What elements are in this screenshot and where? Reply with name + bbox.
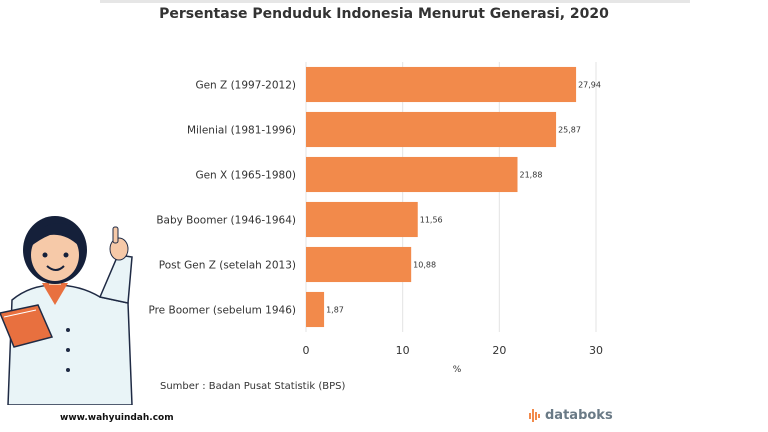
bar [306,246,412,283]
bar [306,156,518,193]
chart-title: Persentase Penduduk Indonesia Menurut Ge… [159,6,609,22]
x-tick-label: 20 [492,344,506,357]
category-label: Milenial (1981-1996) [187,125,296,137]
pulse-icon [529,409,540,422]
teacher-illustration [0,216,133,405]
data-label: 11,56 [420,216,443,225]
x-tick-label: 0 [303,344,310,357]
category-label: Pre Boomer (sebelum 1946) [148,305,296,317]
source-note: Sumber : Badan Pusat Statistik (BPS) [160,381,346,392]
x-tick-label: 30 [589,344,603,357]
category-label: Gen X (1965-1980) [195,170,296,182]
data-label: 27,94 [578,81,601,90]
data-label: 21,88 [520,171,543,180]
bar [306,66,577,103]
bar [306,291,325,328]
data-label: 10,88 [413,261,436,270]
databoks-logo: databoks [528,407,613,423]
category-label: Gen Z (1997-2012) [195,80,296,92]
website-url: www.wahyuindah.com [60,413,174,423]
category-label: Baby Boomer (1946-1964) [156,215,296,227]
data-label: 1,87 [326,306,344,315]
x-tick-label: 10 [396,344,410,357]
bar [306,111,557,148]
bar [306,201,418,238]
x-axis-label: % [453,365,462,375]
data-label: 25,87 [558,126,581,135]
brand-name: databoks [545,407,613,423]
category-label: Post Gen Z (setelah 2013) [159,260,296,272]
top-border [100,0,690,3]
